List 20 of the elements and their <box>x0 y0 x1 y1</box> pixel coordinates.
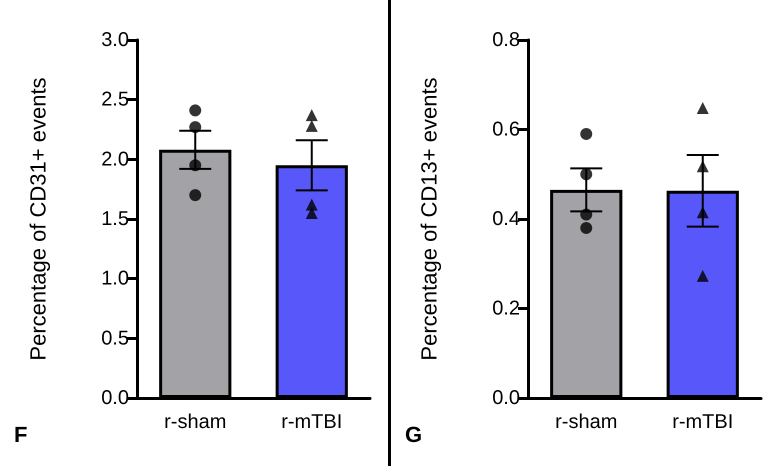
x-tick-label: r-sham <box>555 411 618 433</box>
y-tick-label: 2.0 <box>101 148 129 170</box>
y-tick-label: 0.2 <box>492 298 520 320</box>
y-tick-label: 0.5 <box>101 327 129 350</box>
y-tick-label: 1.0 <box>101 268 129 290</box>
x-tick-label: r-mTBI <box>281 411 342 433</box>
y-axis-title: Percentage of CD31+ events <box>26 77 50 361</box>
x-tick-label: r-sham <box>164 411 226 433</box>
y-tick-label: 3.0 <box>101 29 129 51</box>
y-tick-label: 2.5 <box>101 88 129 111</box>
y-tick-label: 0.0 <box>101 387 129 409</box>
y-tick-label: 0.0 <box>492 387 520 409</box>
y-tick-label: 0.8 <box>492 29 520 51</box>
y-axis-title: Percentage of CD13+ events <box>416 77 442 361</box>
y-tick-label: 0.4 <box>492 208 520 230</box>
y-tick-label: 1.5 <box>101 208 129 230</box>
y-tick-label: 0.6 <box>492 118 520 140</box>
text: F <box>14 422 28 448</box>
x-tick-label: r-mTBI <box>672 411 734 433</box>
text: G <box>405 422 422 448</box>
